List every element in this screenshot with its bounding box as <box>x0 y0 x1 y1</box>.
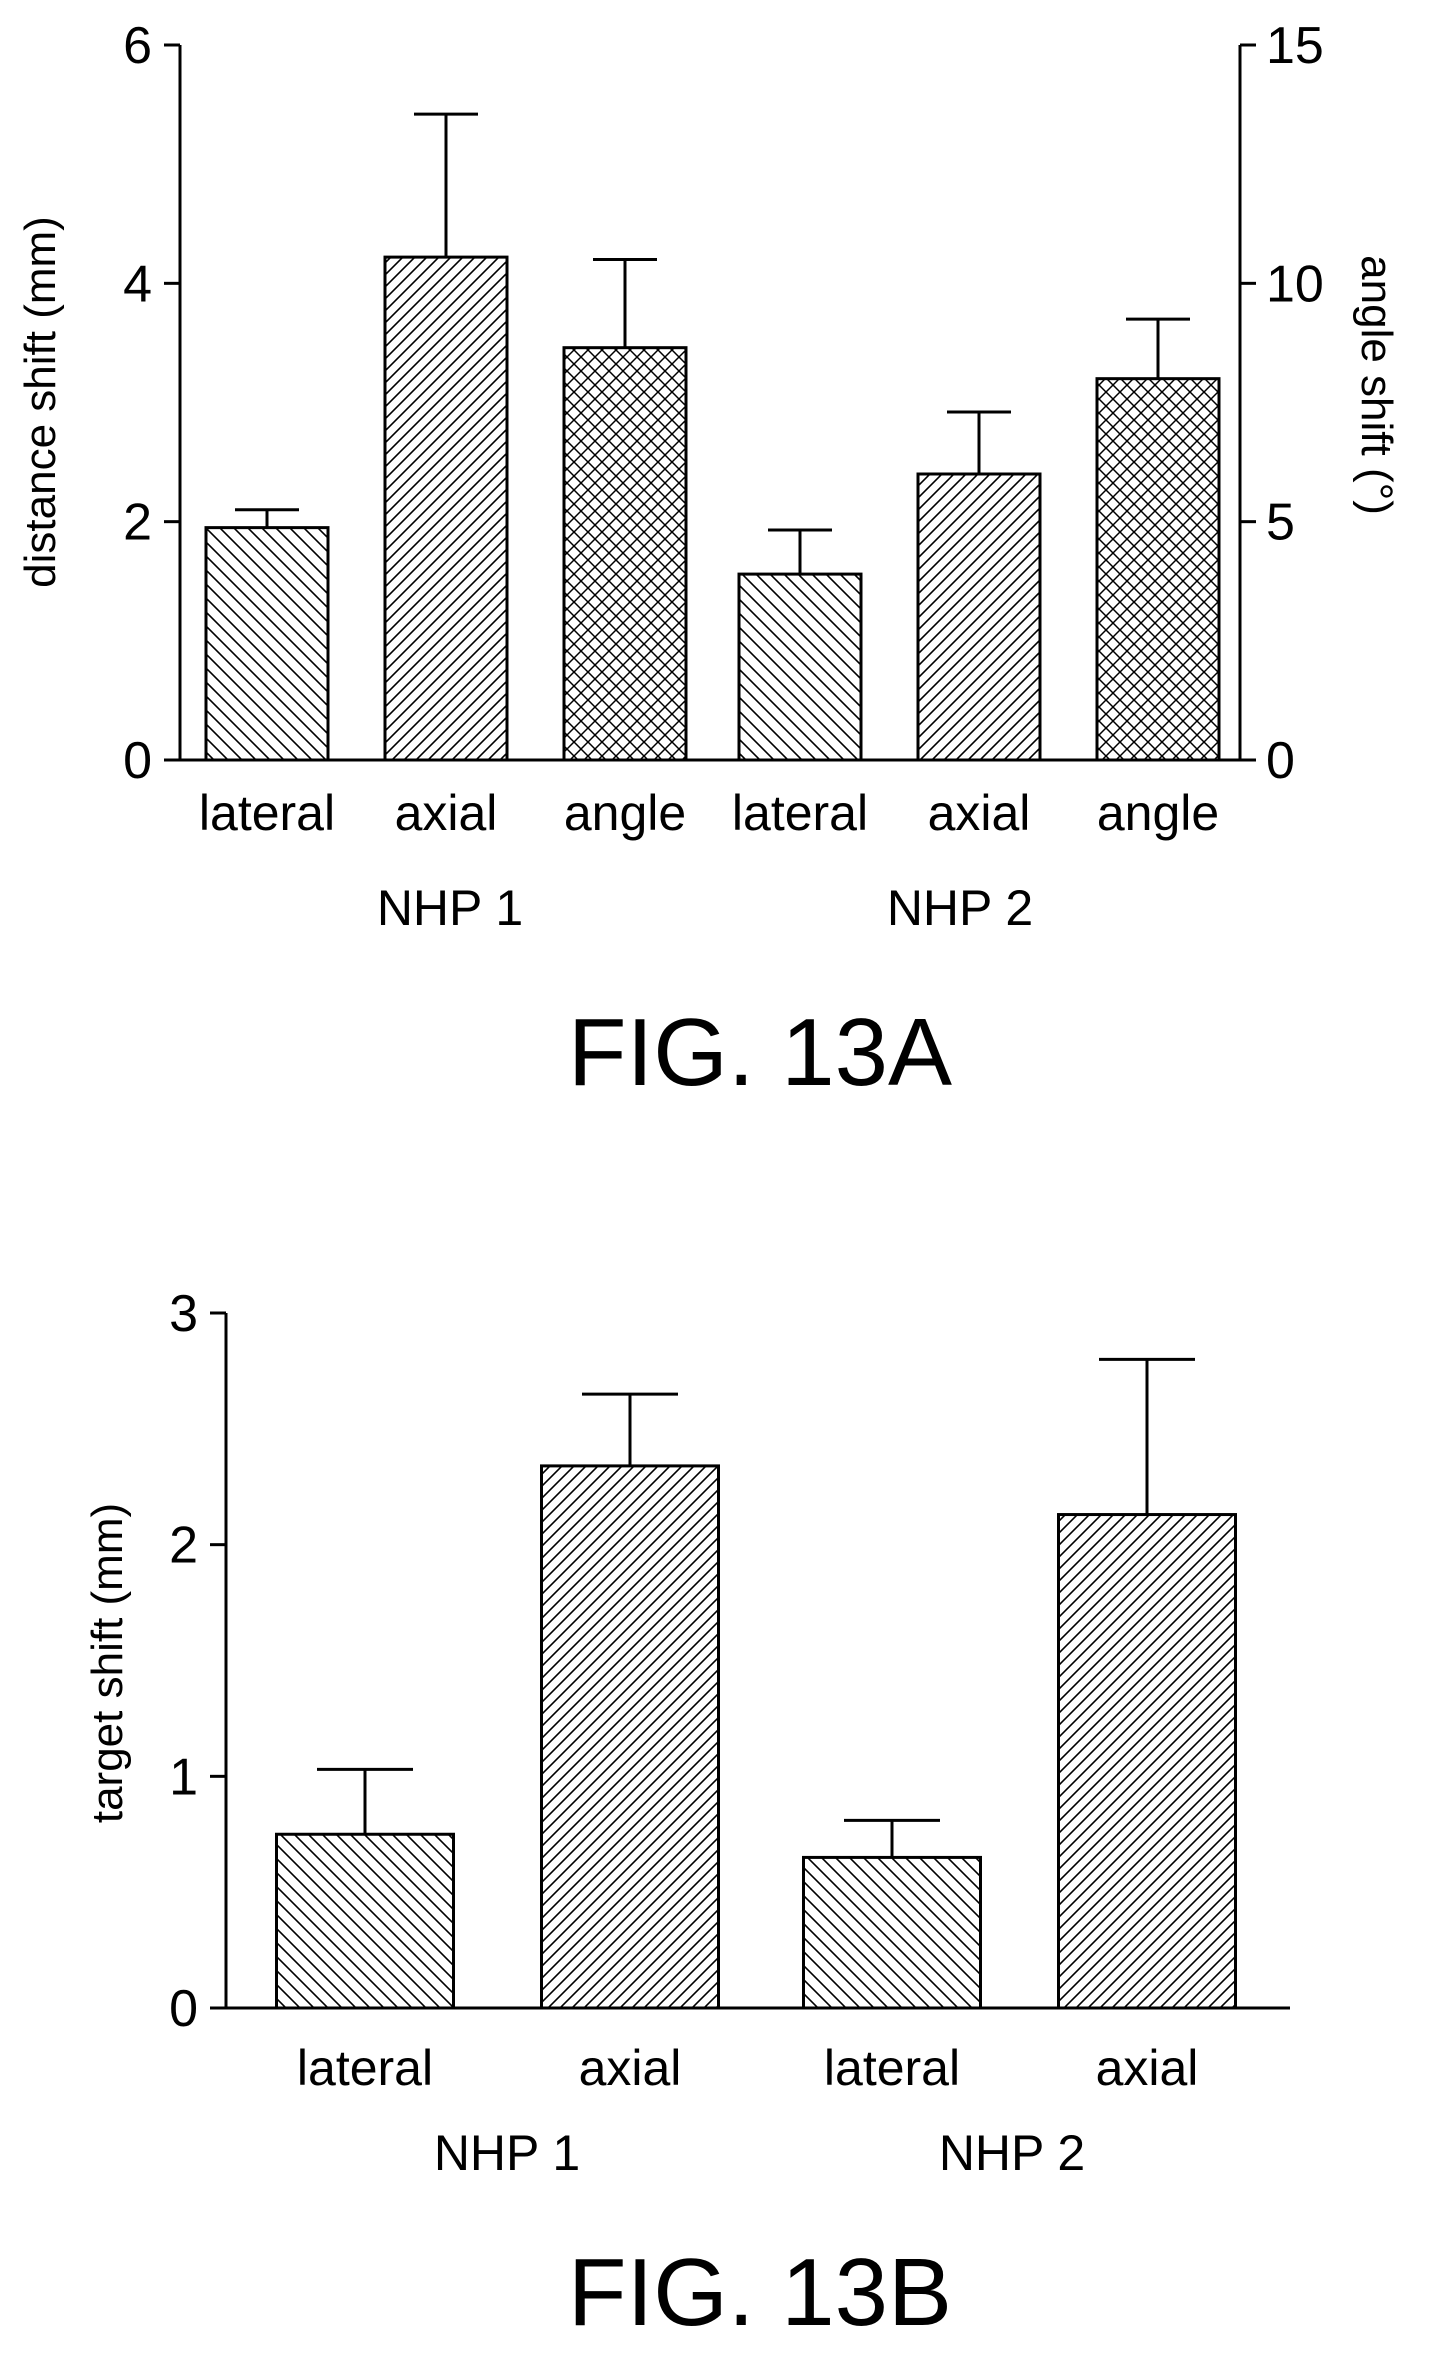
y2-tick-label: 5 <box>1266 494 1295 552</box>
bar-axial <box>1057 1513 1237 2010</box>
y-axis-label: distance shift (mm) <box>16 216 65 588</box>
bar-axial <box>916 472 1042 762</box>
bar-lateral <box>204 526 330 762</box>
y2-axis-label: angle shift (°) <box>1352 255 1401 515</box>
y-tick-label: 2 <box>169 1517 198 1575</box>
bar-axial <box>383 255 509 762</box>
x-tick-label: angle <box>564 785 686 841</box>
x-tick-label: lateral <box>297 2040 433 2096</box>
y-tick-label: 4 <box>123 255 152 313</box>
figure-label-13a: FIG. 13A <box>568 999 952 1106</box>
group-label-nhp2: NHP 2 <box>887 880 1033 936</box>
bar-lateral <box>802 1855 982 2010</box>
bar-angle <box>1095 377 1221 762</box>
x-tick-label: axial <box>579 2040 682 2096</box>
x-tick-label: lateral <box>199 785 335 841</box>
y2-tick-label: 0 <box>1266 732 1295 790</box>
group-label-nhp1: NHP 1 <box>434 2125 580 2181</box>
bar-angle <box>562 346 688 762</box>
y2-tick-label: 15 <box>1266 17 1324 75</box>
y-tick-label: 3 <box>169 1285 198 1343</box>
bar-axial <box>540 1464 720 2010</box>
x-tick-label: angle <box>1097 785 1219 841</box>
x-tick-label: lateral <box>732 785 868 841</box>
y-tick-label: 1 <box>169 1748 198 1806</box>
chart-13a: 0 2 4 6 0 5 10 15 lateral axial angle lateral axial… <box>16 17 1401 1106</box>
x-tick-label: axial <box>928 785 1031 841</box>
bar-lateral <box>275 1832 455 2010</box>
figure-label-13b: FIG. 13B <box>568 2239 952 2346</box>
bar-lateral <box>737 572 863 762</box>
y2-tick-label: 10 <box>1266 255 1324 313</box>
y-tick-label: 6 <box>123 17 152 75</box>
x-tick-label: axial <box>395 785 498 841</box>
x-tick-label: axial <box>1096 2040 1199 2096</box>
x-tick-label: lateral <box>824 2040 960 2096</box>
group-label-nhp2: NHP 2 <box>939 2125 1085 2181</box>
y-axis-label: target shift (mm) <box>83 1503 132 1823</box>
chart-13b: 0 1 2 3 lateral axial lateral axial target shi… <box>83 1285 1290 2346</box>
y-tick-label: 2 <box>123 494 152 552</box>
group-label-nhp1: NHP 1 <box>377 880 523 936</box>
y-tick-label: 0 <box>169 1980 198 2038</box>
y-tick-label: 0 <box>123 732 152 790</box>
